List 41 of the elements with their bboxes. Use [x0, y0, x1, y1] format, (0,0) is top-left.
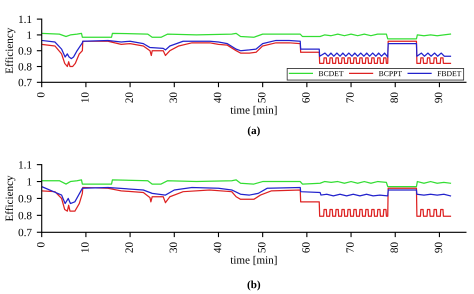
line-series — [42, 186, 452, 204]
x-tick-label: 90 — [434, 242, 442, 253]
y-tick-label: 0.9 — [18, 47, 32, 55]
x-tick-label: 60 — [302, 242, 310, 253]
x-tick-label: 40 — [214, 92, 222, 103]
y-tick-label: 0.8 — [18, 212, 32, 220]
y-tick-label: 0.8 — [18, 62, 32, 71]
line-series — [42, 186, 452, 217]
y-tick-label: 1 — [27, 178, 32, 186]
x-tick-label: 90 — [434, 92, 442, 103]
x-tick-label: 20 — [125, 92, 133, 103]
y-axis-title: Efficiency — [5, 28, 16, 74]
x-tick-label: 80 — [390, 242, 398, 253]
text: (b) — [248, 280, 260, 291]
x-axis-title: time [min] — [230, 256, 277, 266]
x-tick-label: 40 — [214, 242, 222, 253]
x-tick-label: 0 — [36, 242, 44, 248]
x-tick-label: 30 — [170, 92, 178, 103]
x-tick-label: 70 — [346, 92, 354, 102]
y-tick-label: 0.7 — [18, 78, 32, 86]
x-tick-label: 10 — [81, 92, 89, 102]
x-tick-label: 70 — [346, 242, 354, 252]
x-tick-label: 50 — [258, 242, 266, 252]
y-tick-label: 0.9 — [18, 194, 32, 202]
text: (a) — [248, 126, 260, 136]
y-tick-label: 1.1 — [19, 16, 32, 24]
x-tick-label: 60 — [302, 92, 310, 103]
x-tick-label: 80 — [390, 92, 398, 103]
x-tick-label: 20 — [125, 242, 133, 253]
line-series — [42, 179, 452, 188]
y-tick-label: 1.1 — [19, 161, 32, 169]
x-tick-label: 0 — [36, 92, 44, 98]
y-axis-title: Efficiency — [5, 175, 16, 222]
x-tick-label: 10 — [81, 242, 89, 252]
x-tick-label: 30 — [170, 242, 178, 253]
x-tick-label: 50 — [258, 92, 266, 103]
line-series — [42, 40, 452, 60]
x-axis-title: time [min] — [230, 106, 277, 116]
y-tick-label: 1 — [27, 31, 32, 39]
y-tick-label: 0.7 — [18, 228, 32, 236]
line-series — [42, 40, 452, 68]
